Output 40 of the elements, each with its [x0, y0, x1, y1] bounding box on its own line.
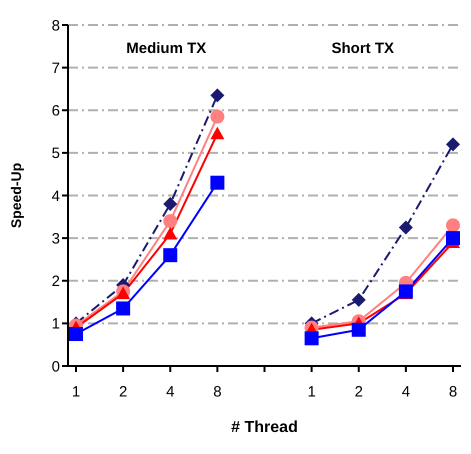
- x-tick-label: 2: [118, 384, 128, 401]
- x-tick-label: 1: [307, 384, 316, 401]
- point: [352, 322, 366, 337]
- point: [69, 327, 83, 342]
- point: [116, 301, 130, 316]
- point: [210, 110, 224, 124]
- x-tick-label: 4: [402, 384, 410, 401]
- x-axis-title: # Thread: [231, 419, 298, 436]
- y-tick-label: 3: [52, 230, 60, 248]
- point: [210, 88, 224, 102]
- y-tick-label: 5: [52, 145, 60, 162]
- point: [446, 218, 460, 232]
- y-tick-label: 1: [52, 316, 60, 333]
- point: [210, 176, 224, 190]
- x-tick-label: 2: [354, 384, 363, 401]
- point: [163, 214, 178, 228]
- x-tick-label: 8: [213, 384, 222, 401]
- y-tick-label: 7: [52, 60, 60, 77]
- point: [352, 292, 366, 307]
- x-tick-label: 1: [72, 384, 80, 401]
- point: [210, 126, 224, 140]
- y-tick-label: 6: [52, 102, 60, 120]
- y-axis-title: Speed-Up: [8, 162, 24, 228]
- point: [304, 331, 319, 346]
- y-tick-label: 8: [52, 17, 60, 34]
- y-tick-label: 0: [52, 358, 60, 376]
- y-tick-label: 4: [52, 188, 60, 205]
- point: [446, 137, 460, 152]
- point: [163, 248, 178, 262]
- x-tick-label: 8: [448, 384, 458, 401]
- point: [116, 286, 130, 300]
- annotation: Short TX: [330, 40, 395, 57]
- point: [163, 197, 178, 212]
- point: [398, 284, 413, 298]
- point: [446, 231, 460, 246]
- point: [163, 226, 178, 240]
- x-tick-label: 4: [166, 384, 174, 401]
- annotation: Medium TX: [125, 40, 208, 57]
- point: [398, 220, 413, 234]
- y-tick-label: 2: [52, 273, 60, 290]
